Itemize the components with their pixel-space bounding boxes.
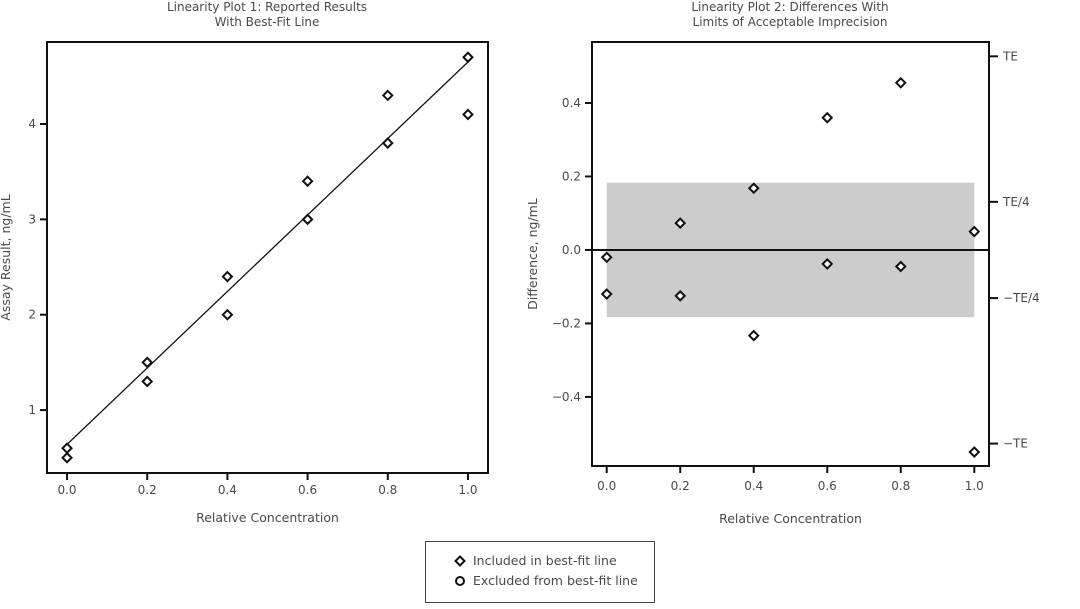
data-point bbox=[674, 217, 687, 230]
chart-title: Linearity Plot 1: Reported Results bbox=[167, 0, 367, 14]
y-tick-label: 0.2 bbox=[562, 169, 581, 183]
data-point bbox=[600, 251, 613, 264]
y-axis-label: Difference, ng/mL bbox=[525, 198, 540, 310]
y-tick-label: 3 bbox=[28, 212, 36, 226]
x-tick-label: 0.6 bbox=[298, 483, 317, 497]
diamond-marker-icon bbox=[454, 554, 466, 567]
data-point bbox=[61, 442, 73, 455]
x-tick-label: 0.2 bbox=[138, 483, 157, 497]
x-tick-label: 1.0 bbox=[965, 479, 984, 493]
x-tick-label: 0.4 bbox=[744, 479, 763, 493]
data-point bbox=[221, 308, 234, 321]
chart-title: With Best-Fit Line bbox=[215, 15, 320, 29]
right-tick-label: −TE/4 bbox=[1003, 291, 1040, 305]
data-point bbox=[747, 182, 760, 195]
data-point bbox=[747, 329, 760, 342]
x-tick-label: 0.6 bbox=[818, 479, 837, 493]
data-point bbox=[894, 260, 907, 273]
y-tick-label: 0.4 bbox=[562, 96, 581, 110]
legend-item-included: Included in best-fit line bbox=[454, 553, 617, 568]
y-tick-label: 4 bbox=[28, 117, 36, 131]
data-point bbox=[381, 89, 394, 102]
x-tick-label: 0.4 bbox=[218, 483, 237, 497]
data-point bbox=[141, 375, 154, 388]
plot-frame bbox=[46, 41, 489, 474]
x-axis-label: Relative Concentration bbox=[196, 510, 339, 525]
data-point bbox=[968, 225, 981, 238]
x-tick-label: 0.0 bbox=[597, 479, 616, 493]
data-point bbox=[674, 289, 687, 302]
legend-label: Included in best-fit line bbox=[473, 553, 617, 568]
x-tick-label: 0.8 bbox=[891, 479, 910, 493]
legend: Included in best-fit line Excluded from … bbox=[425, 541, 655, 603]
right-tick-label: TE/4 bbox=[1002, 195, 1030, 209]
y-tick-label: 0.0 bbox=[562, 243, 581, 257]
data-point bbox=[600, 288, 613, 300]
y-axis-label: Assay Result, ng/mL bbox=[0, 194, 13, 320]
right-tick-label: TE bbox=[1002, 49, 1018, 63]
data-point bbox=[968, 446, 981, 458]
circle-marker-icon bbox=[455, 575, 465, 586]
x-tick-label: 0.0 bbox=[57, 483, 76, 497]
chart-title: Linearity Plot 2: Differences With bbox=[691, 0, 888, 14]
data-point bbox=[462, 51, 474, 64]
data-point bbox=[462, 108, 474, 121]
y-tick-label: 2 bbox=[28, 308, 36, 322]
data-point bbox=[61, 451, 73, 464]
y-tick-label: −0.4 bbox=[552, 390, 581, 404]
x-axis-label: Relative Concentration bbox=[719, 511, 862, 526]
y-tick-label: 1 bbox=[28, 403, 36, 417]
data-point bbox=[821, 111, 834, 124]
legend-item-excluded: Excluded from best-fit line bbox=[454, 573, 638, 588]
data-point bbox=[141, 356, 154, 369]
right-tick-label: −TE bbox=[1003, 437, 1028, 451]
plot-frame bbox=[591, 41, 990, 467]
x-tick-label: 1.0 bbox=[458, 483, 477, 497]
legend-label: Excluded from best-fit line bbox=[473, 573, 638, 588]
data-point bbox=[221, 270, 234, 283]
chart-title: Limits of Acceptable Imprecision bbox=[693, 15, 888, 29]
x-tick-label: 0.2 bbox=[671, 479, 690, 493]
data-point bbox=[821, 258, 834, 270]
y-tick-label: −0.2 bbox=[552, 316, 581, 330]
data-point bbox=[301, 213, 314, 226]
data-point bbox=[381, 137, 394, 149]
x-tick-label: 0.8 bbox=[378, 483, 397, 497]
data-point bbox=[301, 175, 314, 188]
data-point bbox=[894, 76, 907, 89]
best-fit-line bbox=[66, 61, 469, 445]
